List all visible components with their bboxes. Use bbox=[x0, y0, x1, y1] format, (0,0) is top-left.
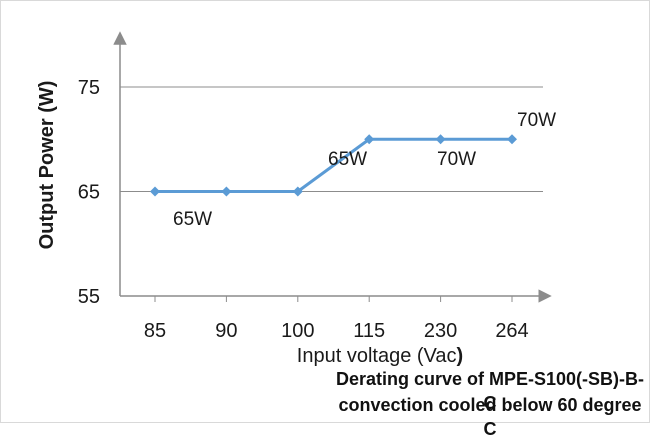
caption-line-1: Derating curve of MPE-S100(-SB)-B-C bbox=[335, 369, 645, 413]
caption-line-2: convection cooled below 60 degree C bbox=[338, 395, 642, 439]
x-tick-label: 85 bbox=[144, 320, 166, 342]
data-point-marker bbox=[150, 186, 160, 197]
data-point-marker bbox=[507, 134, 517, 145]
data-label: 65W bbox=[173, 209, 212, 230]
x-tick-label: 90 bbox=[215, 320, 237, 342]
y-axis-label: Output Power (W) bbox=[36, 81, 58, 250]
y-tick-label: 75 bbox=[78, 77, 100, 99]
data-point-marker bbox=[292, 186, 303, 197]
data-point-marker bbox=[364, 134, 375, 145]
x-axis-label: Input voltage (Vac) bbox=[297, 345, 463, 367]
y-tick-label: 55 bbox=[78, 286, 100, 308]
x-axis-label-suffix: ) bbox=[457, 345, 464, 367]
tick-labels: 55 65 75 85 90 100 115 230 264 65W 65W 70W 70W bbox=[78, 77, 556, 342]
axes bbox=[113, 31, 552, 303]
line-chart: 55 65 75 85 90 100 115 230 264 65W 65W 70W 70W Outpu… bbox=[0, 0, 650, 423]
data-point-marker bbox=[435, 134, 446, 145]
x-tick-label: 264 bbox=[495, 320, 528, 342]
x-tick-label: 115 bbox=[353, 320, 385, 342]
data-label: 70W bbox=[437, 149, 476, 170]
x-axis-label-text: Input voltage (Vac bbox=[297, 345, 457, 367]
data-label: 70W bbox=[517, 110, 556, 131]
series-line bbox=[150, 134, 517, 197]
x-tick-label: 230 bbox=[424, 320, 457, 342]
series-path bbox=[155, 137, 512, 193]
x-tick-label: 100 bbox=[281, 320, 314, 342]
data-label: 65W bbox=[328, 149, 367, 170]
data-point-marker bbox=[221, 186, 232, 197]
y-tick-label: 65 bbox=[78, 182, 100, 204]
